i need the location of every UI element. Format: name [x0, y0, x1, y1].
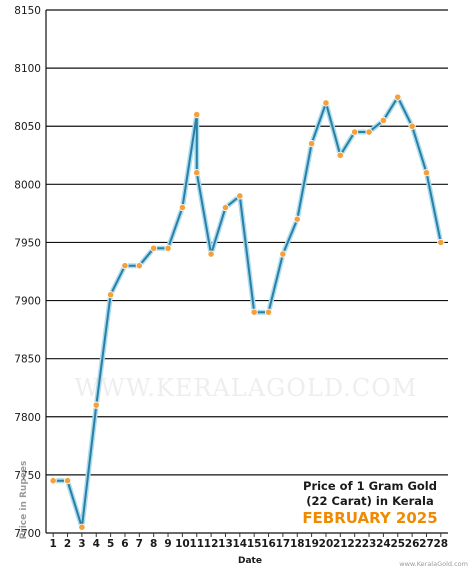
series-line-glow — [50, 94, 444, 530]
data-point-1-0 — [49, 477, 57, 485]
x-tick-label-1: 1 — [50, 538, 57, 550]
data-point-3-2 — [78, 523, 86, 531]
x-tick-label-7: 7 — [136, 538, 143, 550]
price-series — [49, 93, 445, 531]
x-tick-label-25: 25 — [390, 538, 405, 550]
x-tick-label-24: 24 — [376, 538, 391, 550]
data-point-27-27 — [422, 169, 431, 177]
y-tick-label-8050: 8050 — [14, 121, 41, 133]
data-point-23-23 — [365, 128, 373, 136]
data-point-18-18 — [293, 215, 301, 223]
x-tick-label-2: 2 — [64, 538, 71, 550]
data-point-17-17 — [279, 250, 287, 258]
x-axis-title: Date — [238, 556, 262, 566]
y-tick-label-7900: 7900 — [14, 296, 41, 308]
x-tick-label-6: 6 — [121, 538, 128, 550]
x-tick-label-4: 4 — [93, 538, 100, 550]
x-tick-label-16: 16 — [261, 538, 276, 550]
data-point-22-22 — [351, 128, 359, 136]
y-axis-title: Price in Rupees — [19, 461, 29, 540]
x-tick-label-3: 3 — [78, 538, 85, 550]
x-tick-label-5: 5 — [107, 538, 114, 550]
data-point-14-14 — [236, 192, 244, 200]
x-tick-label-13: 13 — [218, 538, 233, 550]
data-point-13-13 — [221, 203, 230, 212]
data-point-11-10 — [193, 111, 201, 119]
y-tick-label-7750: 7750 — [14, 470, 41, 482]
y-tick-label-7850: 7850 — [14, 354, 41, 366]
data-point-6-5 — [121, 262, 129, 270]
y-tick-label-8000: 8000 — [14, 179, 41, 191]
y-tick-label-7950: 7950 — [14, 237, 41, 249]
data-point-19-19 — [308, 140, 316, 148]
x-tick-label-22: 22 — [347, 538, 362, 550]
data-point-11-11 — [193, 169, 201, 177]
data-point-10-9 — [178, 203, 186, 212]
x-tick-label-11: 11 — [189, 538, 204, 550]
annotation-title-line2: (22 Carat) in Kerala — [306, 494, 433, 508]
data-point-4-3 — [92, 401, 100, 409]
data-point-26-26 — [408, 122, 416, 130]
x-tick-label-10: 10 — [175, 538, 190, 550]
data-point-7-6 — [135, 262, 143, 270]
y-tick-label-8150: 8150 — [14, 5, 41, 17]
data-point-8-7 — [150, 244, 158, 252]
data-point-24-24 — [379, 116, 387, 125]
y-tick-label-7700: 7700 — [14, 528, 41, 540]
x-tick-label-20: 20 — [319, 538, 334, 550]
annotation-title-line1: Price of 1 Gram Gold — [303, 479, 437, 493]
credit-text: www.KeralaGold.com — [399, 560, 468, 568]
x-tick-label-12: 12 — [204, 538, 219, 550]
x-tick-label-9: 9 — [164, 538, 171, 550]
y-tick-label-8100: 8100 — [14, 63, 41, 75]
annotation-month: FEBRUARY 2025 — [302, 509, 437, 527]
series-line — [52, 96, 442, 529]
x-tick-label-21: 21 — [333, 538, 348, 550]
y-axis-tick-labels: 7700 7750 7800 7850 7900 7950 8000 8050 8100 8150 — [14, 5, 41, 540]
data-point-5-4 — [107, 291, 115, 299]
data-point-15-15 — [250, 308, 258, 316]
data-point-16-16 — [264, 308, 273, 316]
data-point-20-20 — [322, 99, 330, 107]
data-point-12-12 — [207, 250, 215, 258]
x-tick-label-28: 28 — [434, 538, 449, 550]
data-point-2-1 — [63, 477, 72, 485]
x-tick-label-23: 23 — [362, 538, 377, 550]
data-point-9-8 — [164, 244, 172, 252]
x-tick-label-8: 8 — [150, 538, 157, 550]
data-point-28-28 — [437, 238, 445, 247]
x-axis-tick-labels: 1 2 3 4 5 6 7 8 9 10 11 12 13 14 15 16 17 18 19 20 21 22 23 24 2… — [50, 533, 449, 550]
data-point-25-25 — [394, 93, 402, 101]
x-tick-label-27: 27 — [419, 538, 434, 550]
x-tick-label-14: 14 — [233, 538, 248, 550]
data-point-21-21 — [336, 151, 344, 159]
watermark: WWW.KERALAGOLD.COM — [75, 374, 418, 402]
x-tick-label-18: 18 — [290, 538, 305, 550]
x-tick-label-19: 19 — [304, 538, 319, 550]
y-tick-label-7800: 7800 — [14, 412, 41, 424]
chart-annotation: Price of 1 Gram Gold (22 Carat) in Keral… — [302, 479, 437, 527]
x-tick-label-15: 15 — [247, 538, 262, 550]
x-tick-label-26: 26 — [405, 538, 420, 550]
x-tick-label-17: 17 — [276, 538, 291, 550]
